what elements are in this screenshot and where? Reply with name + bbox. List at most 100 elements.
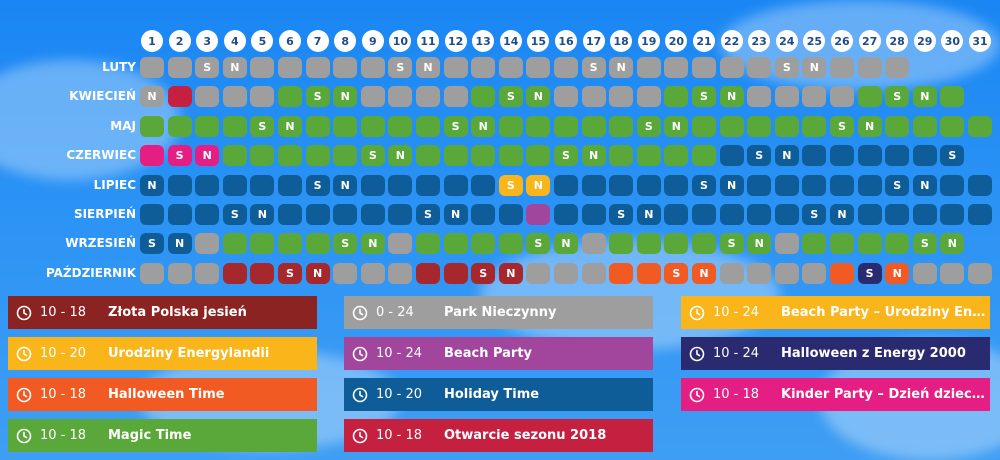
day-cell[interactable] bbox=[416, 262, 440, 284]
day-cell[interactable] bbox=[609, 145, 634, 167]
day-cell[interactable] bbox=[333, 57, 358, 78]
day-cell[interactable] bbox=[692, 233, 716, 255]
day-cell[interactable]: N bbox=[498, 262, 523, 284]
day-cell[interactable] bbox=[719, 115, 744, 137]
day-cell[interactable] bbox=[471, 174, 496, 196]
day-cell[interactable] bbox=[305, 57, 330, 78]
day-cell[interactable] bbox=[830, 262, 854, 284]
day-cell[interactable] bbox=[857, 145, 882, 167]
day-cell[interactable]: S bbox=[692, 86, 716, 108]
day-cell[interactable] bbox=[498, 57, 523, 78]
day-cell[interactable] bbox=[636, 233, 661, 255]
day-cell[interactable] bbox=[195, 115, 220, 137]
day-cell[interactable]: S bbox=[636, 115, 661, 137]
day-cell[interactable] bbox=[802, 233, 827, 255]
day-cell[interactable] bbox=[305, 204, 330, 225]
day-cell[interactable] bbox=[526, 145, 551, 167]
day-cell[interactable] bbox=[609, 174, 634, 196]
day-cell[interactable] bbox=[195, 86, 220, 108]
day-cell[interactable] bbox=[664, 86, 689, 108]
day-cell[interactable] bbox=[250, 57, 275, 78]
day-cell[interactable] bbox=[333, 262, 358, 284]
day-cell[interactable] bbox=[857, 233, 882, 255]
day-cell[interactable] bbox=[526, 115, 551, 137]
day-cell[interactable] bbox=[912, 145, 937, 167]
day-cell[interactable] bbox=[416, 115, 440, 137]
day-cell[interactable] bbox=[554, 86, 578, 108]
day-cell[interactable] bbox=[360, 204, 385, 225]
day-cell[interactable]: S bbox=[250, 115, 275, 137]
day-cell[interactable] bbox=[664, 57, 689, 78]
day-cell[interactable] bbox=[636, 57, 661, 78]
day-cell[interactable] bbox=[250, 233, 275, 255]
day-cell[interactable] bbox=[830, 174, 854, 196]
day-cell[interactable] bbox=[719, 262, 744, 284]
day-cell[interactable]: N bbox=[912, 86, 937, 108]
day-cell[interactable] bbox=[940, 204, 965, 225]
day-cell[interactable]: N bbox=[719, 174, 744, 196]
day-cell[interactable]: S bbox=[747, 145, 772, 167]
day-cell[interactable]: N bbox=[912, 174, 937, 196]
day-cell[interactable]: S bbox=[940, 145, 965, 167]
day-cell[interactable] bbox=[388, 262, 413, 284]
day-cell[interactable]: N bbox=[222, 57, 247, 78]
day-cell[interactable] bbox=[940, 115, 965, 137]
day-cell[interactable] bbox=[498, 233, 523, 255]
day-cell[interactable] bbox=[830, 145, 854, 167]
day-cell[interactable] bbox=[222, 262, 247, 284]
day-cell[interactable] bbox=[885, 57, 910, 78]
day-cell[interactable] bbox=[940, 262, 965, 284]
day-cell[interactable]: N bbox=[140, 86, 164, 108]
day-cell[interactable]: N bbox=[719, 86, 744, 108]
day-cell[interactable] bbox=[581, 233, 606, 255]
day-cell[interactable] bbox=[443, 145, 468, 167]
day-cell[interactable] bbox=[554, 57, 578, 78]
day-cell[interactable] bbox=[581, 204, 606, 225]
day-cell[interactable]: N bbox=[360, 233, 385, 255]
day-cell[interactable] bbox=[609, 86, 634, 108]
day-cell[interactable] bbox=[167, 57, 192, 78]
day-cell[interactable] bbox=[360, 86, 385, 108]
day-cell[interactable] bbox=[664, 145, 689, 167]
day-cell[interactable] bbox=[250, 174, 275, 196]
day-cell[interactable] bbox=[968, 174, 992, 196]
day-cell[interactable] bbox=[719, 204, 744, 225]
day-cell[interactable] bbox=[471, 204, 496, 225]
day-cell[interactable] bbox=[526, 204, 551, 225]
day-cell[interactable] bbox=[471, 57, 496, 78]
day-cell[interactable] bbox=[388, 174, 413, 196]
day-cell[interactable] bbox=[167, 115, 192, 137]
day-cell[interactable] bbox=[416, 174, 440, 196]
day-cell[interactable] bbox=[609, 115, 634, 137]
day-cell[interactable] bbox=[250, 145, 275, 167]
day-cell[interactable]: N bbox=[664, 115, 689, 137]
day-cell[interactable] bbox=[167, 204, 192, 225]
day-cell[interactable] bbox=[719, 145, 744, 167]
day-cell[interactable]: S bbox=[167, 145, 192, 167]
day-cell[interactable] bbox=[526, 57, 551, 78]
day-cell[interactable] bbox=[581, 115, 606, 137]
day-cell[interactable] bbox=[498, 204, 523, 225]
day-cell[interactable] bbox=[443, 57, 468, 78]
day-cell[interactable]: S bbox=[471, 262, 496, 284]
day-cell[interactable] bbox=[857, 174, 882, 196]
day-cell[interactable]: S bbox=[774, 57, 799, 78]
day-cell[interactable] bbox=[278, 174, 302, 196]
day-cell[interactable] bbox=[167, 86, 192, 108]
day-cell[interactable]: N bbox=[554, 233, 578, 255]
day-cell[interactable] bbox=[802, 262, 827, 284]
day-cell[interactable] bbox=[747, 115, 772, 137]
day-cell[interactable] bbox=[636, 86, 661, 108]
day-cell[interactable] bbox=[857, 204, 882, 225]
day-cell[interactable]: N bbox=[692, 262, 716, 284]
day-cell[interactable] bbox=[968, 262, 992, 284]
day-cell[interactable] bbox=[471, 145, 496, 167]
day-cell[interactable] bbox=[554, 262, 578, 284]
day-cell[interactable] bbox=[747, 204, 772, 225]
day-cell[interactable]: N bbox=[471, 115, 496, 137]
day-cell[interactable]: S bbox=[857, 262, 882, 284]
day-cell[interactable] bbox=[885, 233, 910, 255]
day-cell[interactable]: N bbox=[526, 174, 551, 196]
day-cell[interactable] bbox=[968, 115, 992, 137]
day-cell[interactable]: N bbox=[416, 57, 440, 78]
